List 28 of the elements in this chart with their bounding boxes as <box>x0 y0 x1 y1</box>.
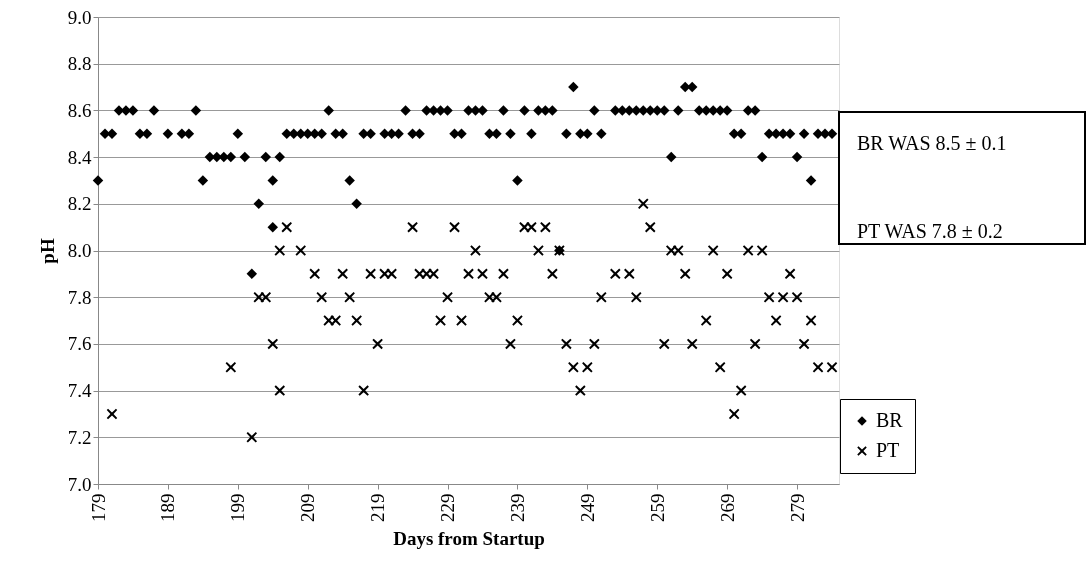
legend-label: PT <box>876 439 900 461</box>
y-tick-label: 8.6 <box>67 99 92 121</box>
x-tick-label: 179 <box>87 493 109 522</box>
y-axis-title: pH <box>36 238 58 264</box>
text: BR WAS 8.5 ± 0.1 <box>857 132 1007 154</box>
y-tick-label: 9.0 <box>67 6 92 28</box>
x-tick-label: 189 <box>157 493 179 522</box>
x-axis-title: Days from Startup <box>393 528 545 549</box>
x-tick-label: 259 <box>646 493 668 522</box>
y-tick-label: 7.0 <box>67 473 92 495</box>
text: PT WAS 7.8 ± 0.2 <box>857 220 1003 242</box>
x-tick-label: 269 <box>716 493 738 522</box>
x-tick-label: 239 <box>506 493 528 522</box>
y-tick-label: 8.0 <box>67 240 92 261</box>
y-tick-label: 8.4 <box>67 146 92 168</box>
y-tick-label: 7.2 <box>67 426 92 448</box>
legend-label: BR <box>876 409 904 431</box>
y-tick-label: 7.4 <box>67 380 92 402</box>
x-tick-label: 229 <box>437 493 459 522</box>
y-tick-label: 8.2 <box>67 193 92 215</box>
y-tick-label: 7.8 <box>67 286 92 308</box>
x-tick-label: 279 <box>786 493 808 522</box>
x-tick-label: 199 <box>227 493 249 522</box>
x-tick-label: 209 <box>297 493 319 522</box>
x-tick-label: 249 <box>576 493 598 522</box>
y-tick-label: 7.6 <box>67 333 92 355</box>
y-tick-label: 8.8 <box>67 53 92 75</box>
x-tick-label: 219 <box>367 493 389 522</box>
